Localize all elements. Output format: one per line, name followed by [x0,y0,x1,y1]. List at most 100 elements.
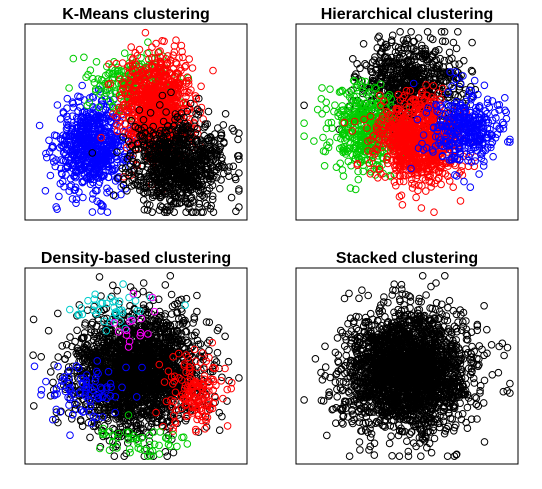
scatter-point [69,54,78,63]
scatter-point [396,28,404,36]
scatter-point [426,34,435,42]
scatter-point [92,58,101,66]
scatter-point [449,38,458,47]
scatter-point [204,107,213,116]
scatter-point [310,137,318,145]
scatter-point [80,53,88,62]
scatter-point [89,93,98,102]
scatter-point [188,64,197,72]
scatter-point [79,193,87,202]
scatter-point [65,84,73,92]
scatter-point [88,195,97,203]
scatter-point [216,184,224,193]
scatter-point [412,193,420,202]
scatter-point [430,208,438,216]
scatter-point [475,170,483,178]
panel-hierarchical: Hierarchical clustering [295,6,519,221]
scatter-point [53,101,62,109]
panel-title-kmeans: K-Means clustering [62,6,210,23]
scatter-point [99,202,107,210]
scatter-point [300,119,308,127]
scatter-point [456,197,465,205]
scatter-point [407,28,415,36]
scatter-point [148,43,156,52]
scatter-point [56,115,65,123]
scatter-point [120,49,129,58]
scatter-point [53,205,61,213]
scatter-point [41,187,50,195]
scatter-point [501,94,509,102]
scatter-point [454,28,462,36]
scatter-point [59,109,68,117]
scatter-point [63,94,72,103]
scatter-point [354,175,363,184]
scatter-point [485,103,494,112]
scatter-point [336,159,345,168]
scatter-point [74,107,82,115]
scatter-point [332,163,341,171]
scatter-point [331,101,339,109]
scatter-point [470,76,479,85]
scatter-point [235,169,243,177]
scatter-point [468,38,476,47]
scatter-point [175,54,183,62]
scatter-point [117,183,125,191]
scatter-point [66,182,74,191]
scatter-point [55,192,63,201]
panel-title-hierarchical: Hierarchical clustering [321,6,494,23]
scatter-point [333,133,341,142]
scatter-point [320,162,329,170]
scatter-point [460,56,468,65]
scatter-point [227,193,236,202]
scatter-point [397,191,406,200]
scatter-point [185,55,193,63]
scatter-point [63,104,71,112]
scatter-point [300,132,308,140]
scatter-point [359,40,368,48]
scatter-point [466,183,475,191]
plot-frame-kmeans [24,23,248,221]
scatter-point [65,187,73,195]
scatter-point [197,82,205,91]
scatter-point [46,171,55,180]
scatter-point [417,204,426,212]
scatter-point [127,43,135,51]
scatter-point [398,201,407,209]
scatter-point [375,32,383,41]
scatter-point [319,133,327,142]
scatter-point [437,180,445,189]
scatter-point [458,162,466,170]
scatter-point [300,101,308,110]
scatter-point [88,208,97,216]
scatter-point [445,48,454,57]
scatter-point [322,105,331,114]
scatter-point [209,66,217,75]
scatter-point [414,34,423,42]
scatter-point [234,135,242,144]
scatter-points-hierarchical [300,28,514,216]
scatter-point [139,196,148,204]
scatter-point [361,60,369,68]
scatter-point [317,95,326,103]
scatter-point [449,183,458,191]
scatter-point [35,121,44,130]
scatter-point [152,39,160,48]
scatter-point [436,54,445,63]
scatter-point [103,208,112,216]
scatter-point [229,162,238,171]
scatter-point [326,85,334,93]
scatter-point [221,110,230,118]
scatter-point [45,136,53,145]
scatter-point [392,181,400,190]
scatter-points-kmeans [35,28,243,216]
scatter-point [423,28,432,36]
scatter-point [339,172,348,180]
scatter-point [141,28,150,37]
scatter-point [62,171,70,179]
scatter-point [330,107,338,116]
scatter-point [63,120,71,128]
panel-kmeans: K-Means clustering [24,6,248,221]
scatter-point [78,81,86,90]
scatter-point [440,56,449,65]
